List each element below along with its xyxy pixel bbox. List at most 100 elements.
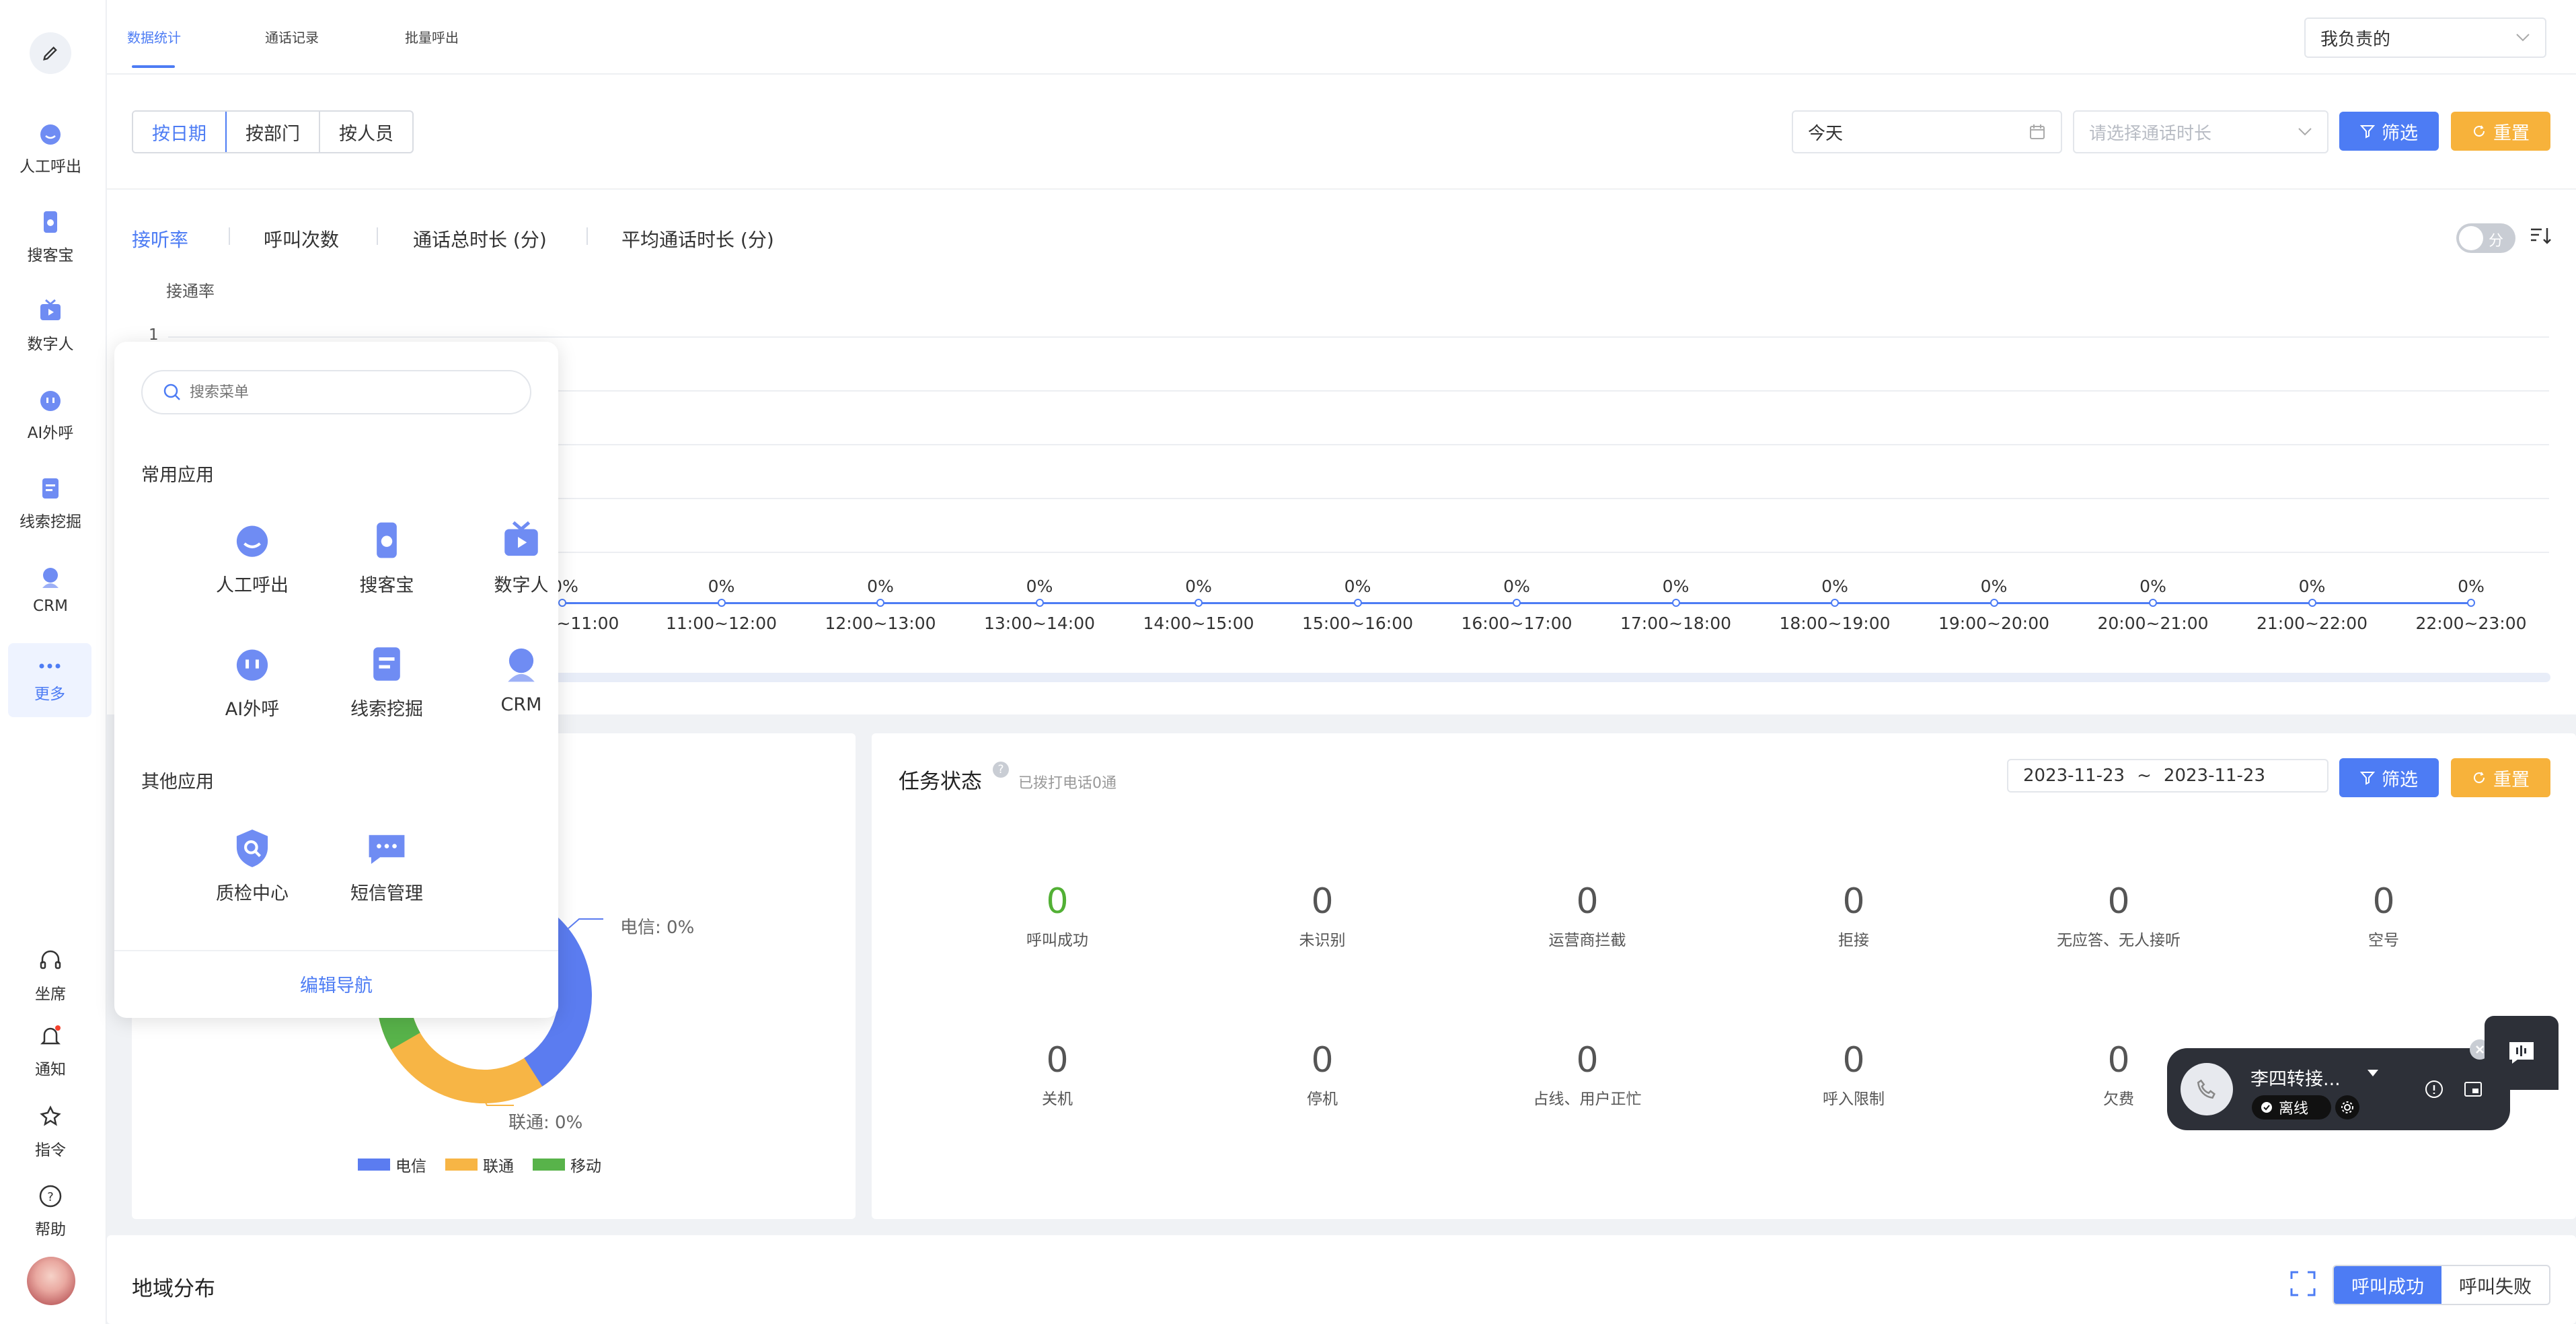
unit-toggle-label: 分 — [2489, 233, 2504, 250]
rail-item-digital-human[interactable]: 数字人 — [0, 297, 101, 354]
rail-item-customer-search[interactable]: 搜客宝 — [0, 209, 101, 265]
divider — [586, 227, 588, 245]
data-point[interactable] — [1513, 599, 1521, 607]
date-picker[interactable]: 今天 — [1792, 110, 2062, 153]
metric-tab-call-count[interactable]: 呼叫次数 — [264, 229, 340, 251]
data-point[interactable] — [558, 599, 566, 607]
task-filter-button[interactable]: 筛选 — [2339, 758, 2439, 797]
customer-search-icon — [37, 209, 64, 235]
legend-telecom: 电信 — [395, 1158, 426, 1175]
stat-call-success: 0 呼叫成功 — [1026, 881, 1088, 949]
x-tick-label: 20:00~21:00 — [2097, 614, 2209, 633]
data-point[interactable] — [1831, 599, 1839, 607]
divider — [377, 227, 378, 245]
region-tab-failed[interactable]: 呼叫失败 — [2459, 1276, 2532, 1298]
gridline — [168, 336, 2549, 338]
rail-item-lead-mining[interactable]: 线索挖掘 — [0, 475, 101, 531]
region-tab-success[interactable]: 呼叫成功 — [2334, 1266, 2441, 1304]
x-tick-label: 18:00~19:00 — [1779, 614, 1891, 633]
rail-item-more[interactable]: 更多 — [8, 643, 91, 717]
minimize-window-icon[interactable] — [2463, 1079, 2483, 1099]
data-point[interactable] — [2308, 599, 2316, 607]
rail-label: 坐席 — [35, 986, 66, 1003]
value-label: 0% — [2139, 577, 2166, 596]
question-icon[interactable]: ? — [993, 762, 1009, 778]
caret-down-icon[interactable] — [2366, 1068, 2380, 1078]
menu-item-agent-call[interactable]: 人工呼出 — [195, 518, 309, 597]
data-point[interactable] — [1671, 599, 1680, 607]
menu-item-quality-check[interactable]: 质检中心 — [195, 826, 309, 905]
phone-icon[interactable] — [2181, 1063, 2233, 1115]
settings-icon[interactable] — [2335, 1095, 2359, 1119]
reset-button[interactable]: 重置 — [2451, 112, 2550, 151]
menu-search[interactable] — [141, 370, 531, 414]
menu-item-sms[interactable]: 短信管理 — [330, 826, 444, 905]
scope-select[interactable]: 我负责的 — [2304, 17, 2546, 58]
stat-powered-off: 0 关机 — [1042, 1040, 1073, 1108]
stat-empty-number: 0 空号 — [2368, 881, 2399, 949]
edit-icon[interactable] — [30, 32, 71, 74]
task-date-range[interactable]: 2023-11-23 ~ 2023-11-23 — [2007, 759, 2328, 793]
data-point[interactable] — [1353, 599, 1362, 607]
chart-zoom-slider[interactable] — [552, 673, 2550, 682]
ai-call-icon — [230, 642, 274, 686]
common-apps-title: 常用应用 — [141, 465, 214, 486]
voice-assistant-button[interactable] — [2485, 1016, 2559, 1090]
tab-call-records[interactable]: 通话记录 — [265, 30, 319, 46]
menu-item-digital-human[interactable]: 数字人 — [464, 518, 578, 597]
data-point[interactable] — [2149, 599, 2157, 607]
task-reset-button[interactable]: 重置 — [2451, 758, 2550, 797]
menu-item-lead-mining[interactable]: 线索挖掘 — [330, 642, 444, 721]
data-point[interactable] — [1990, 599, 1998, 607]
scope-select-value: 我负责的 — [2320, 29, 2391, 50]
group-by-segment: 按日期 按部门 按人员 — [132, 110, 414, 153]
rail-item-command[interactable]: 指令 — [0, 1103, 101, 1160]
crm-icon — [499, 642, 543, 686]
data-point[interactable] — [1035, 599, 1044, 607]
segment-by-date[interactable]: 按日期 — [133, 112, 227, 152]
menu-item-label: AI外呼 — [225, 699, 280, 720]
avatar[interactable] — [27, 1257, 75, 1305]
headset-icon — [37, 947, 64, 974]
menu-item-customer-search[interactable]: 搜客宝 — [330, 518, 444, 597]
unit-toggle[interactable]: 分 — [2456, 223, 2515, 253]
segment-by-department[interactable]: 按部门 — [227, 112, 320, 152]
menu-item-crm[interactable]: CRM — [464, 642, 578, 715]
x-tick-label: 19:00~20:00 — [1938, 614, 2050, 633]
x-tick-label: 16:00~17:00 — [1461, 614, 1573, 633]
data-point[interactable] — [2467, 599, 2475, 607]
metric-tab-answer-rate[interactable]: 接听率 — [132, 229, 189, 251]
duration-select[interactable]: 请选择通话时长 — [2073, 110, 2328, 153]
rail-item-seat[interactable]: 坐席 — [0, 947, 101, 1004]
edit-nav-link[interactable]: 编辑导航 — [300, 976, 373, 996]
fullscreen-icon[interactable] — [2289, 1270, 2316, 1297]
data-point[interactable] — [1195, 599, 1203, 607]
menu-item-ai-call[interactable]: AI外呼 — [195, 642, 309, 721]
tab-data-stats[interactable]: 数据统计 — [127, 30, 181, 46]
help-icon: ? — [37, 1183, 64, 1210]
rail-item-ai-call[interactable]: AI外呼 — [0, 386, 101, 443]
data-point[interactable] — [717, 599, 726, 607]
rail-item-agent-call[interactable]: 人工呼出 — [0, 120, 101, 176]
metric-tab-total-duration[interactable]: 通话总时长 (分) — [413, 229, 547, 251]
data-point[interactable] — [876, 599, 884, 607]
sort-icon[interactable] — [2529, 225, 2552, 248]
tab-batch-call[interactable]: 批量呼出 — [405, 30, 459, 46]
menu-search-input[interactable] — [190, 383, 513, 401]
value-label: 0% — [2458, 577, 2485, 596]
rail-item-crm[interactable]: CRM — [0, 564, 101, 615]
gridline — [168, 498, 2549, 499]
status-badge[interactable]: 离线 — [2252, 1095, 2331, 1119]
rail-item-help[interactable]: ? 帮助 — [0, 1183, 101, 1239]
info-icon[interactable] — [2424, 1079, 2444, 1099]
stat-carrier-blocked: 0 运营商拦截 — [1548, 881, 1626, 949]
segment-by-person[interactable]: 按人员 — [339, 123, 393, 145]
carrier-legend: 电信 联通 移动 — [358, 1153, 601, 1176]
metric-tab-avg-duration[interactable]: 平均通话时长 (分) — [621, 229, 774, 251]
date-to: 2023-11-23 — [2163, 766, 2266, 786]
rail-item-notify[interactable]: 通知 — [0, 1023, 101, 1079]
value-label: 0% — [2298, 577, 2326, 596]
duration-select-placeholder: 请选择通话时长 — [2089, 123, 2212, 144]
filter-button[interactable]: 筛选 — [2339, 112, 2439, 151]
check-icon — [2260, 1101, 2273, 1114]
